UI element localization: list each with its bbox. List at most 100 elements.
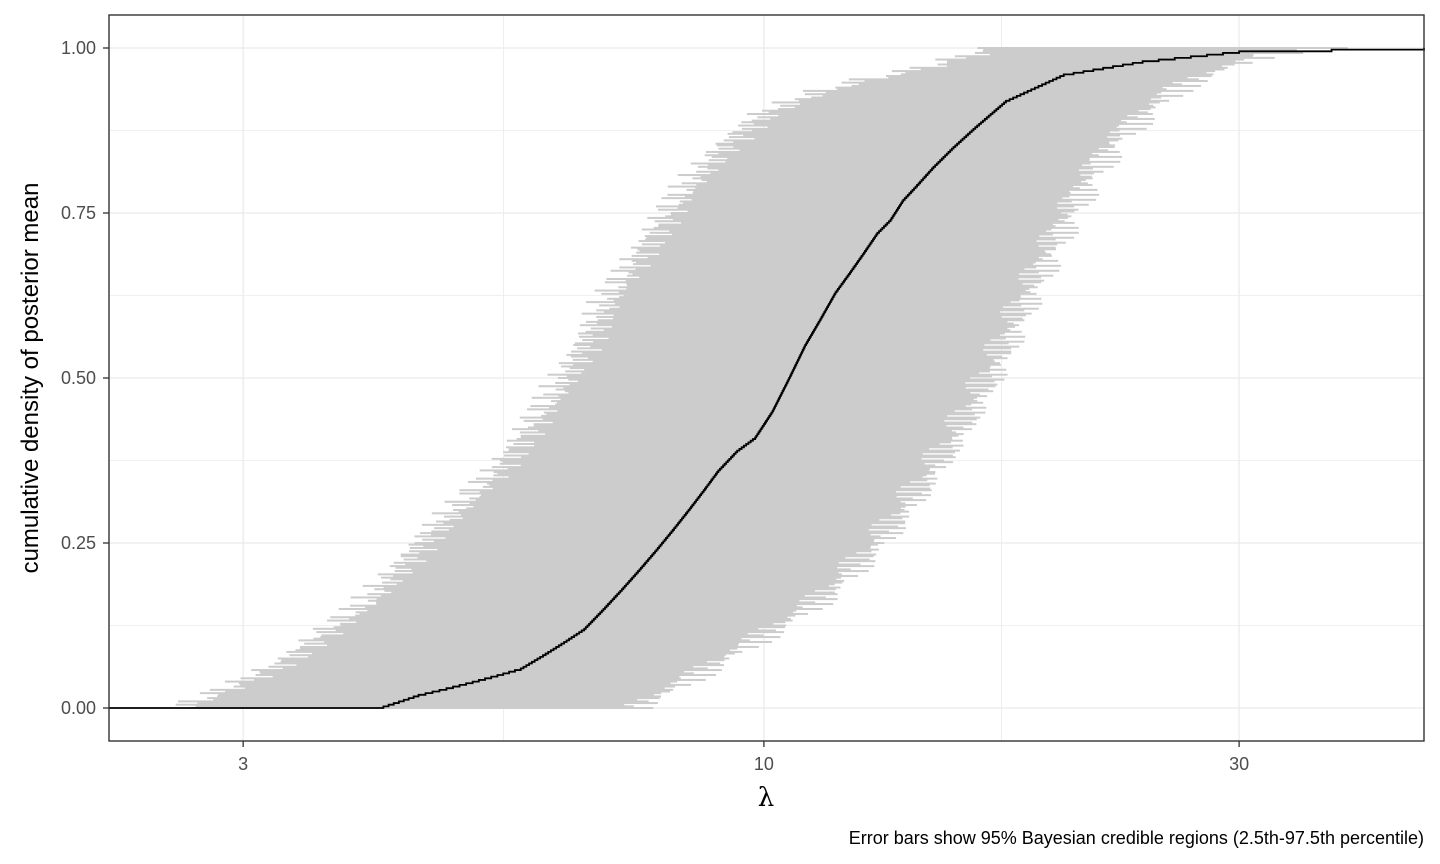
credible-interval-bar [574, 342, 1009, 345]
credible-interval-bar [377, 573, 842, 576]
credible-interval-bar [679, 200, 1072, 203]
credible-interval-bar [696, 170, 1104, 173]
credible-interval-bar [400, 553, 877, 556]
credible-interval-bar [623, 294, 1021, 297]
credible-interval-bar [390, 578, 837, 581]
credible-interval-bar [888, 76, 1188, 79]
credible-interval-bar [670, 213, 1068, 216]
credible-interval-bar [281, 659, 725, 662]
credible-interval-bar [213, 698, 638, 701]
credible-interval-bar [670, 212, 1062, 214]
credible-interval-bar [479, 490, 897, 493]
credible-interval-bar [461, 513, 892, 516]
credible-interval-bar [459, 492, 922, 495]
credible-interval-bar [718, 147, 1099, 150]
y-tick-label: 0.50 [61, 368, 96, 388]
credible-interval-bar [587, 357, 1008, 360]
credible-interval-bar [570, 355, 1003, 358]
credible-interval-bar [560, 365, 991, 368]
credible-interval-bar [601, 292, 1037, 295]
credible-interval-bar [323, 641, 772, 643]
credible-interval-bar [519, 416, 981, 419]
credible-interval-bar [618, 291, 1031, 294]
credible-interval-bar [705, 150, 1120, 153]
credible-interval-bar [619, 258, 1043, 261]
credible-interval-bar [420, 532, 904, 535]
credible-interval-bar [851, 84, 1201, 87]
credible-interval-bar [403, 558, 870, 561]
credible-interval-bar [655, 205, 1075, 208]
credible-interval-bar [330, 616, 788, 619]
credible-interval-bar [618, 286, 1038, 289]
credible-interval-bar [794, 106, 1156, 109]
credible-interval-bar [482, 485, 901, 488]
credible-interval-bar [384, 589, 815, 592]
credible-interval-bar [798, 99, 1170, 102]
credible-interval-bar [414, 542, 885, 544]
credible-interval-bar [443, 522, 906, 525]
credible-interval-bar [687, 210, 1075, 213]
credible-interval-bar [581, 372, 980, 375]
credible-interval-bar [693, 190, 1070, 193]
credible-interval-bar [197, 702, 658, 705]
credible-interval-bar [349, 617, 791, 620]
credible-interval-bar [493, 471, 936, 474]
credible-interval-bar [313, 637, 742, 640]
credible-interval-bar [946, 65, 1222, 68]
credible-interval-bar [566, 353, 987, 356]
credible-interval-bar [739, 149, 1109, 152]
credible-interval-bar [639, 276, 1042, 279]
credible-interval-bar [654, 220, 1065, 223]
credible-interval-bar [289, 654, 726, 657]
y-tick-label: 1.00 [61, 38, 96, 58]
credible-interval-bar [383, 586, 841, 589]
credible-interval-bar [260, 672, 694, 675]
credible-interval-bar [564, 390, 994, 393]
credible-interval-bar [677, 207, 1058, 210]
y-tick-label: 0.00 [61, 698, 96, 718]
credible-interval-bar [606, 278, 1019, 280]
credible-interval-bar [527, 408, 973, 411]
credible-interval-bar [658, 208, 1079, 211]
credible-interval-bar [519, 431, 957, 434]
credible-interval-bar [596, 322, 1014, 325]
credible-interval-bar [768, 111, 1148, 114]
credible-interval-bar [355, 611, 794, 614]
credible-interval-bar [858, 83, 1182, 86]
credible-interval-bar [434, 527, 906, 530]
credible-interval-bar [555, 403, 972, 406]
credible-interval-bar [573, 363, 1001, 366]
credible-interval-bar [582, 339, 991, 342]
credible-interval-bar [468, 480, 911, 483]
credible-interval-bar [767, 126, 1117, 129]
credible-interval-bar [613, 314, 1026, 317]
credible-interval-bar [707, 167, 1093, 170]
credible-interval-bar [594, 289, 1026, 292]
credible-interval-bar [920, 68, 1225, 71]
credible-interval-bar [538, 429, 953, 432]
credible-interval-bar [480, 494, 931, 497]
credible-interval-bar [690, 162, 1091, 165]
credible-interval-bar [367, 599, 800, 602]
credible-interval-bar [626, 287, 1030, 290]
credible-interval-bar [631, 259, 1059, 262]
credible-interval-bar [520, 434, 959, 437]
credible-interval-bar [716, 144, 1116, 147]
credible-interval-bar [394, 570, 869, 573]
credible-interval-bar [977, 47, 1348, 49]
credible-interval-bar [635, 268, 1025, 271]
credible-interval-bar [573, 344, 985, 346]
credible-interval-bar [983, 48, 1297, 51]
credible-interval-bar [638, 240, 1037, 243]
credible-interval-bar [632, 263, 1034, 266]
credible-interval-bar [312, 627, 759, 630]
credible-interval-bar [272, 675, 680, 678]
credible-interval-bar [584, 368, 1007, 371]
credible-interval-bar [338, 608, 823, 610]
credible-interval-bar [653, 226, 1079, 229]
credible-interval-bar [579, 324, 1019, 327]
credible-interval-bar [825, 91, 1162, 94]
credible-interval-bar [704, 154, 1099, 157]
credible-interval-bar [611, 325, 1016, 328]
credible-interval-bar [178, 700, 649, 703]
